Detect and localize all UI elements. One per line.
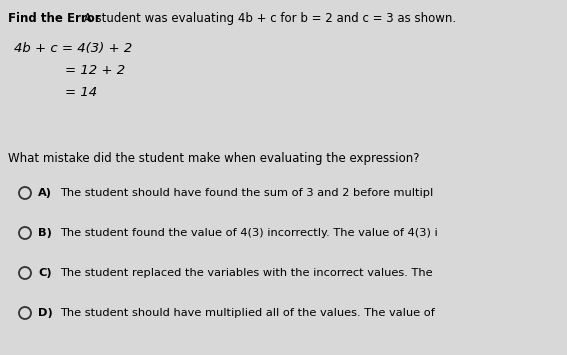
Text: Find the Error: Find the Error (8, 12, 100, 25)
Text: C): C) (38, 268, 52, 278)
Text: = 12 + 2: = 12 + 2 (65, 64, 125, 77)
Text: The student replaced the variables with the incorrect values. The: The student replaced the variables with … (60, 268, 433, 278)
Text: The student should have found the sum of 3 and 2 before multipl: The student should have found the sum of… (60, 188, 433, 198)
Text: A): A) (38, 188, 52, 198)
Text: What mistake did the student make when evaluating the expression?: What mistake did the student make when e… (8, 152, 420, 165)
Text: A student was evaluating 4b + c for b = 2 and c = 3 as shown.: A student was evaluating 4b + c for b = … (80, 12, 456, 25)
Text: D): D) (38, 308, 53, 318)
Text: The student found the value of 4(3) incorrectly. The value of 4(3) i: The student found the value of 4(3) inco… (60, 228, 438, 238)
Text: = 14: = 14 (65, 86, 97, 99)
Text: 4b + c = 4(3) + 2: 4b + c = 4(3) + 2 (14, 42, 132, 55)
Text: B): B) (38, 228, 52, 238)
Text: The student should have multiplied all of the values. The value of: The student should have multiplied all o… (60, 308, 435, 318)
